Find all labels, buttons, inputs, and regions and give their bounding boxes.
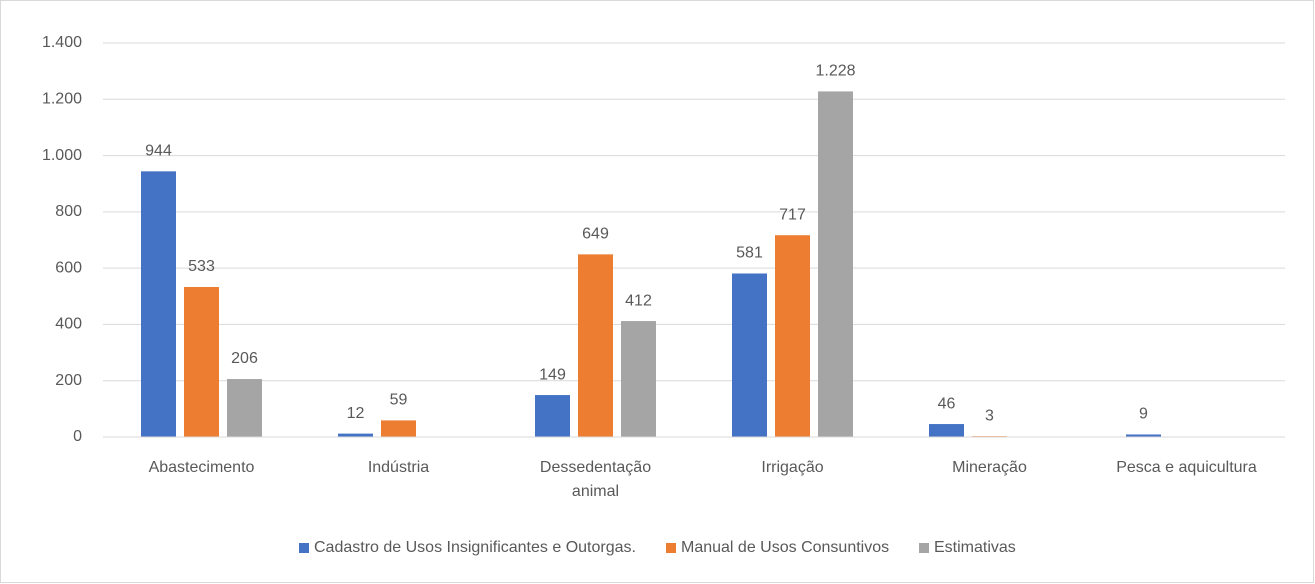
x-tick-label: Dessedentação animal bbox=[539, 459, 652, 500]
bar bbox=[338, 433, 373, 437]
legend-item: Cadastro de Usos Insignificantes e Outor… bbox=[299, 539, 636, 557]
bar bbox=[381, 420, 416, 437]
bar bbox=[929, 424, 964, 437]
x-tick-label: Pesca e aquicultura bbox=[1116, 459, 1257, 476]
x-tick-label: Mineração bbox=[952, 459, 1027, 476]
legend-swatch bbox=[666, 543, 676, 553]
bar bbox=[141, 171, 176, 437]
legend-label: Manual de Usos Consuntivos bbox=[681, 539, 890, 556]
bar bbox=[1126, 434, 1161, 437]
bar bbox=[184, 286, 219, 437]
data-label: 717 bbox=[779, 206, 806, 223]
legend-swatch bbox=[919, 543, 929, 553]
data-label: 649 bbox=[582, 226, 609, 243]
y-tick-label: 600 bbox=[55, 259, 82, 276]
bar bbox=[775, 235, 810, 437]
data-label: 944 bbox=[145, 143, 172, 160]
data-label: 206 bbox=[231, 350, 258, 367]
bar bbox=[578, 254, 613, 437]
bar bbox=[732, 273, 767, 437]
x-tick-label: Abastecimento bbox=[148, 459, 255, 476]
legend-swatch bbox=[299, 543, 309, 553]
data-label: 12 bbox=[347, 405, 365, 422]
bar bbox=[818, 91, 853, 438]
legend-item: Manual de Usos Consuntivos bbox=[666, 539, 889, 557]
y-tick-label: 1.400 bbox=[42, 34, 82, 51]
y-tick-label: 400 bbox=[55, 316, 82, 333]
legend-label: Estimativas bbox=[934, 539, 1016, 556]
y-tick-label: 1.000 bbox=[42, 147, 82, 164]
data-label: 3 bbox=[985, 407, 994, 424]
bar bbox=[535, 395, 570, 437]
data-label: 533 bbox=[188, 258, 215, 275]
data-label: 59 bbox=[390, 392, 408, 409]
y-tick-label: 1.200 bbox=[42, 91, 82, 108]
y-tick-label: 800 bbox=[55, 203, 82, 220]
x-tick-label: Indústria bbox=[367, 459, 430, 476]
y-tick-label: 200 bbox=[55, 372, 82, 389]
data-label: 9 bbox=[1139, 406, 1148, 423]
bar bbox=[227, 379, 262, 437]
bar bbox=[621, 321, 656, 437]
x-tick-label: Irrigação bbox=[761, 459, 824, 476]
data-label: 581 bbox=[736, 245, 763, 262]
data-label: 149 bbox=[539, 366, 566, 383]
data-label: 46 bbox=[938, 395, 956, 412]
data-label: 1.228 bbox=[815, 63, 855, 80]
legend-item: Estimativas bbox=[919, 539, 1016, 557]
data-label: 412 bbox=[625, 292, 652, 309]
y-tick-label: 0 bbox=[73, 428, 82, 445]
legend-label: Cadastro de Usos Insignificantes e Outor… bbox=[314, 539, 636, 556]
